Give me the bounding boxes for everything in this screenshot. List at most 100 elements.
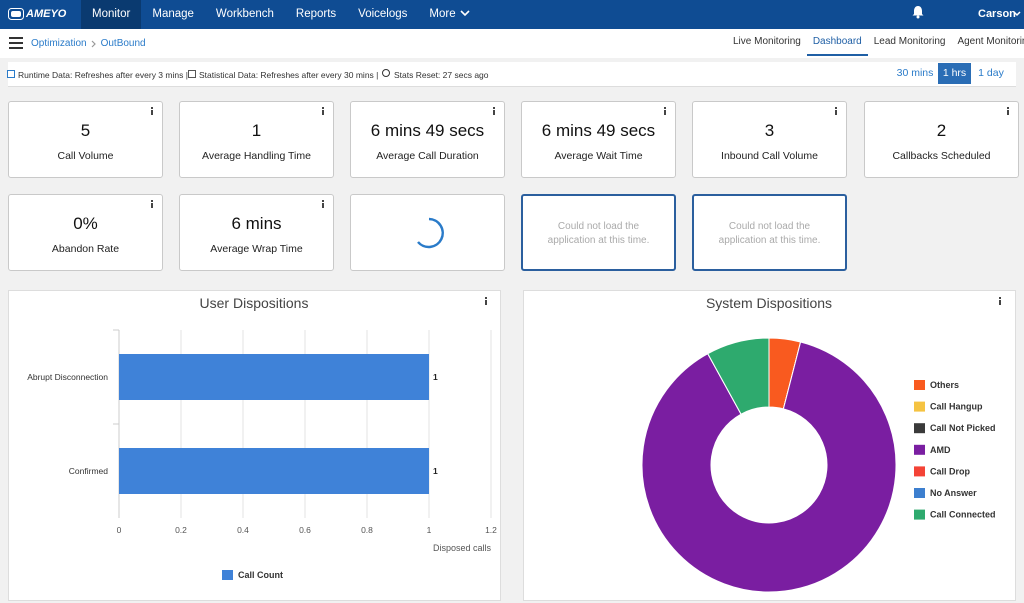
sub-header: Optimization OutBound Live Monitoring Dash… <box>0 29 1024 58</box>
menu-chevron[interactable] <box>460 10 470 18</box>
top-navbar: AMEYO Monitor Manage Workbench Reports Voice… <box>0 0 1024 29</box>
pie-slice <box>707 337 770 415</box>
breadcrumb: Optimization OutBound <box>31 38 146 49</box>
chart-title: User Dispositions <box>200 295 309 311</box>
legend-swatch <box>914 509 925 520</box>
status-text: Runtime Data: Refreshes after every 3 mi… <box>18 70 188 80</box>
time-range-button[interactable]: 1 day <box>978 67 1004 79</box>
x-tick-label: 0.2 <box>175 525 187 535</box>
stat-value: 1 <box>251 121 262 140</box>
main-menu: Monitor Manage Workbench Reports Voicelogs Mo… <box>81 0 481 29</box>
stat-value: 6 mins 49 secs <box>541 121 656 140</box>
bar-value-label: 1 <box>433 466 438 476</box>
stat-label: Average Call Duration <box>376 150 479 162</box>
bar <box>119 448 429 494</box>
stat-card: 5 Call Volume <box>8 101 163 178</box>
time-range-button[interactable]: 1 hrs <box>938 63 971 84</box>
stat-label: Average Wait Time <box>554 150 643 162</box>
legend-swatch <box>914 401 925 412</box>
legend-label: Call Connected <box>930 510 996 520</box>
legend-label: No Answer <box>930 488 977 498</box>
stat-label: Abandon Rate <box>51 243 120 255</box>
menu-item[interactable]: Voicelogs <box>358 8 408 20</box>
menu-item[interactable]: Reports <box>295 8 337 20</box>
user-chevron[interactable] <box>1013 11 1021 17</box>
loading-spinner <box>417 217 444 249</box>
stat-value: 5 <box>80 121 91 140</box>
stat-card: 2 Callbacks Scheduled <box>864 101 1019 178</box>
x-tick-label: 0.8 <box>361 525 373 535</box>
bar <box>119 354 429 400</box>
time-range-button[interactable]: 30 mins <box>896 67 934 79</box>
status-text: Statistical Data: Refreshes after every … <box>199 70 379 80</box>
breadcrumb-link[interactable]: Optimization <box>31 38 87 49</box>
stat-card: 6 mins 49 secs Average Wait Time <box>521 101 676 178</box>
stat-label: Average Wrap Time <box>210 243 303 255</box>
status-text: Stats Reset: 27 secs ago <box>394 70 489 80</box>
menu-item[interactable]: More <box>418 0 480 29</box>
menu-item[interactable]: Manage <box>152 8 194 20</box>
x-tick-label: 0 <box>117 525 122 535</box>
stat-label: Call Volume <box>57 150 114 162</box>
chart-title: System Dispositions <box>706 295 832 311</box>
x-tick-label: 1.2 <box>485 525 497 535</box>
logo-icon <box>8 8 24 20</box>
status-checkbox <box>7 70 15 78</box>
info-icon[interactable] <box>1005 107 1011 115</box>
notification-bell[interactable] <box>912 5 924 19</box>
info-icon[interactable] <box>662 107 668 115</box>
error-card: Could not load the application at this t… <box>521 194 676 271</box>
info-icon[interactable] <box>491 107 497 115</box>
legend-swatch <box>914 466 925 477</box>
info-icon[interactable] <box>833 107 839 115</box>
stat-value: 2 <box>936 121 947 140</box>
y-tick-label: Abrupt Disconnection <box>27 372 108 382</box>
bar-value-label: 1 <box>433 372 438 382</box>
legend-swatch <box>914 444 925 455</box>
clock-icon <box>382 69 390 77</box>
legend-swatch <box>914 380 925 390</box>
status-bar: Runtime Data: Refreshes after every 3 mi… <box>7 62 1016 87</box>
status-checkbox <box>188 70 196 78</box>
y-tick-label: Confirmed <box>69 466 108 476</box>
user-dispositions-panel <box>8 290 501 601</box>
info-icon[interactable] <box>149 107 155 115</box>
tab[interactable]: Lead Monitoring <box>873 36 946 47</box>
tab[interactable]: Dashboard <box>806 29 868 56</box>
x-axis-label: Disposed calls <box>433 543 492 553</box>
tab[interactable]: Agent Monitoring <box>957 36 1024 47</box>
breadcrumb-link[interactable]: OutBound <box>100 38 146 49</box>
stat-card: 1 Average Handling Time <box>179 101 334 178</box>
hamburger-menu[interactable] <box>9 37 23 49</box>
info-icon[interactable] <box>483 297 489 305</box>
legend-swatch <box>914 423 925 434</box>
tab[interactable]: Live Monitoring <box>733 36 801 47</box>
legend-label: Others <box>930 380 959 390</box>
user-name[interactable]: Carson <box>978 8 1016 20</box>
menu-item[interactable]: Monitor <box>81 0 142 29</box>
legend-label: Call Not Picked <box>930 423 996 433</box>
logo-text: AMEYO <box>26 8 67 20</box>
tab-bar: Live Monitoring Dashboard Lead Monitoring A… <box>727 29 1024 56</box>
legend-label: AMD <box>930 445 951 455</box>
stat-card: 0% Abandon Rate <box>8 194 163 271</box>
error-message: Could not load the application at this t… <box>718 221 821 246</box>
stat-label: Inbound Call Volume <box>721 150 818 162</box>
x-tick-label: 0.4 <box>237 525 249 535</box>
stat-value: 6 mins 49 secs <box>370 121 485 140</box>
stat-card: 3 Inbound Call Volume <box>692 101 847 178</box>
info-icon[interactable] <box>997 297 1003 305</box>
stat-value: 3 <box>764 121 775 140</box>
legend-swatch <box>222 570 233 580</box>
menu-item[interactable]: Workbench <box>215 8 274 20</box>
legend-swatch <box>914 488 925 498</box>
stat-label: Average Handling Time <box>202 150 311 162</box>
loading-card <box>350 194 505 271</box>
info-icon[interactable] <box>320 200 326 208</box>
legend-label: Call Hangup <box>930 402 983 412</box>
stat-value: 6 mins <box>231 214 282 233</box>
stat-value: 0% <box>73 214 98 233</box>
info-icon[interactable] <box>149 200 155 208</box>
info-icon[interactable] <box>320 107 326 115</box>
